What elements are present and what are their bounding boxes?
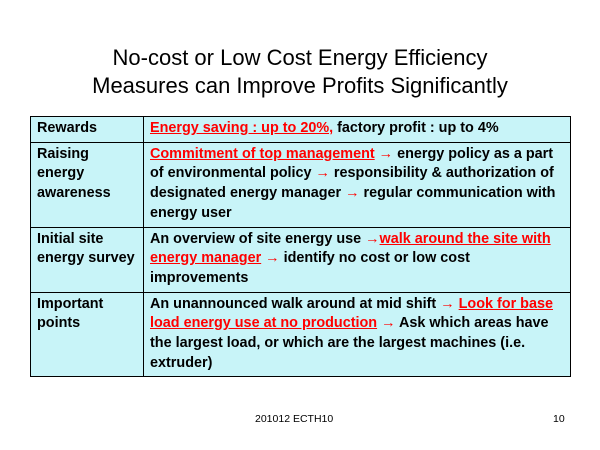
row-label: Rewards <box>30 116 144 143</box>
description-text: regular communication with energy user <box>150 185 556 221</box>
table-row: Important points An unannounced walk arou… <box>30 291 571 378</box>
arrow-icon: → <box>365 230 380 247</box>
description-text: factory profit : up to 4% <box>333 120 499 136</box>
page-number: 10 <box>553 413 565 425</box>
table-body: Rewards Energy saving : up to 20%, factor… <box>30 116 571 378</box>
slide-title: No-cost or Low Cost Energy Efficiency Me… <box>20 44 580 100</box>
row-description: Commitment of top management → energy po… <box>143 141 571 228</box>
arrow-icon: → <box>261 250 284 267</box>
description-text: Ask which areas have the largest load, o… <box>150 315 549 371</box>
description-text: An overview of site energy use <box>150 230 366 247</box>
description-text: identify no cost or low cost improvement… <box>150 250 470 286</box>
emphasis-text: Commitment of top management <box>150 145 375 162</box>
description-text: responsibility & authorization of design… <box>150 165 554 202</box>
row-description: An unannounced walk around at mid shift … <box>143 291 571 378</box>
row-label: Important points <box>30 291 144 378</box>
arrow-icon: → <box>440 295 455 312</box>
row-label: Initial site energy survey <box>30 226 144 293</box>
table-row: Raising energy awareness Commitment of to… <box>30 141 571 228</box>
title-line-2: Measures can Improve Profits Significant… <box>92 73 508 98</box>
footer-text: 201012 ECTH10 <box>255 413 334 425</box>
arrow-icon: → <box>341 185 364 202</box>
table-row: Initial site energy survey An overview of… <box>30 226 571 293</box>
table-row: Rewards Energy saving : up to 20%, factor… <box>30 116 571 143</box>
emphasis-text: Look for base load energy use at no prod… <box>150 295 553 332</box>
arrow-icon: → <box>311 165 334 182</box>
description-text: energy policy as a part of environmental… <box>150 145 554 182</box>
arrow-icon: → <box>374 145 398 162</box>
emphasis-text: walk around the site with energy manager <box>150 230 551 267</box>
emphasis-text: Energy saving : up to 20%, <box>150 120 334 136</box>
title-line-1: No-cost or Low Cost Energy Efficiency <box>112 45 488 70</box>
content-table: Rewards Energy saving : up to 20%, factor… <box>30 116 571 378</box>
row-description: An overview of site energy use →walk aro… <box>143 226 571 293</box>
row-description: Energy saving : up to 20%, factory profi… <box>143 116 571 143</box>
description-text: An unannounced walk around at mid shift <box>150 295 441 312</box>
row-label: Raising energy awareness <box>30 141 144 228</box>
arrow-icon: → <box>377 315 399 332</box>
